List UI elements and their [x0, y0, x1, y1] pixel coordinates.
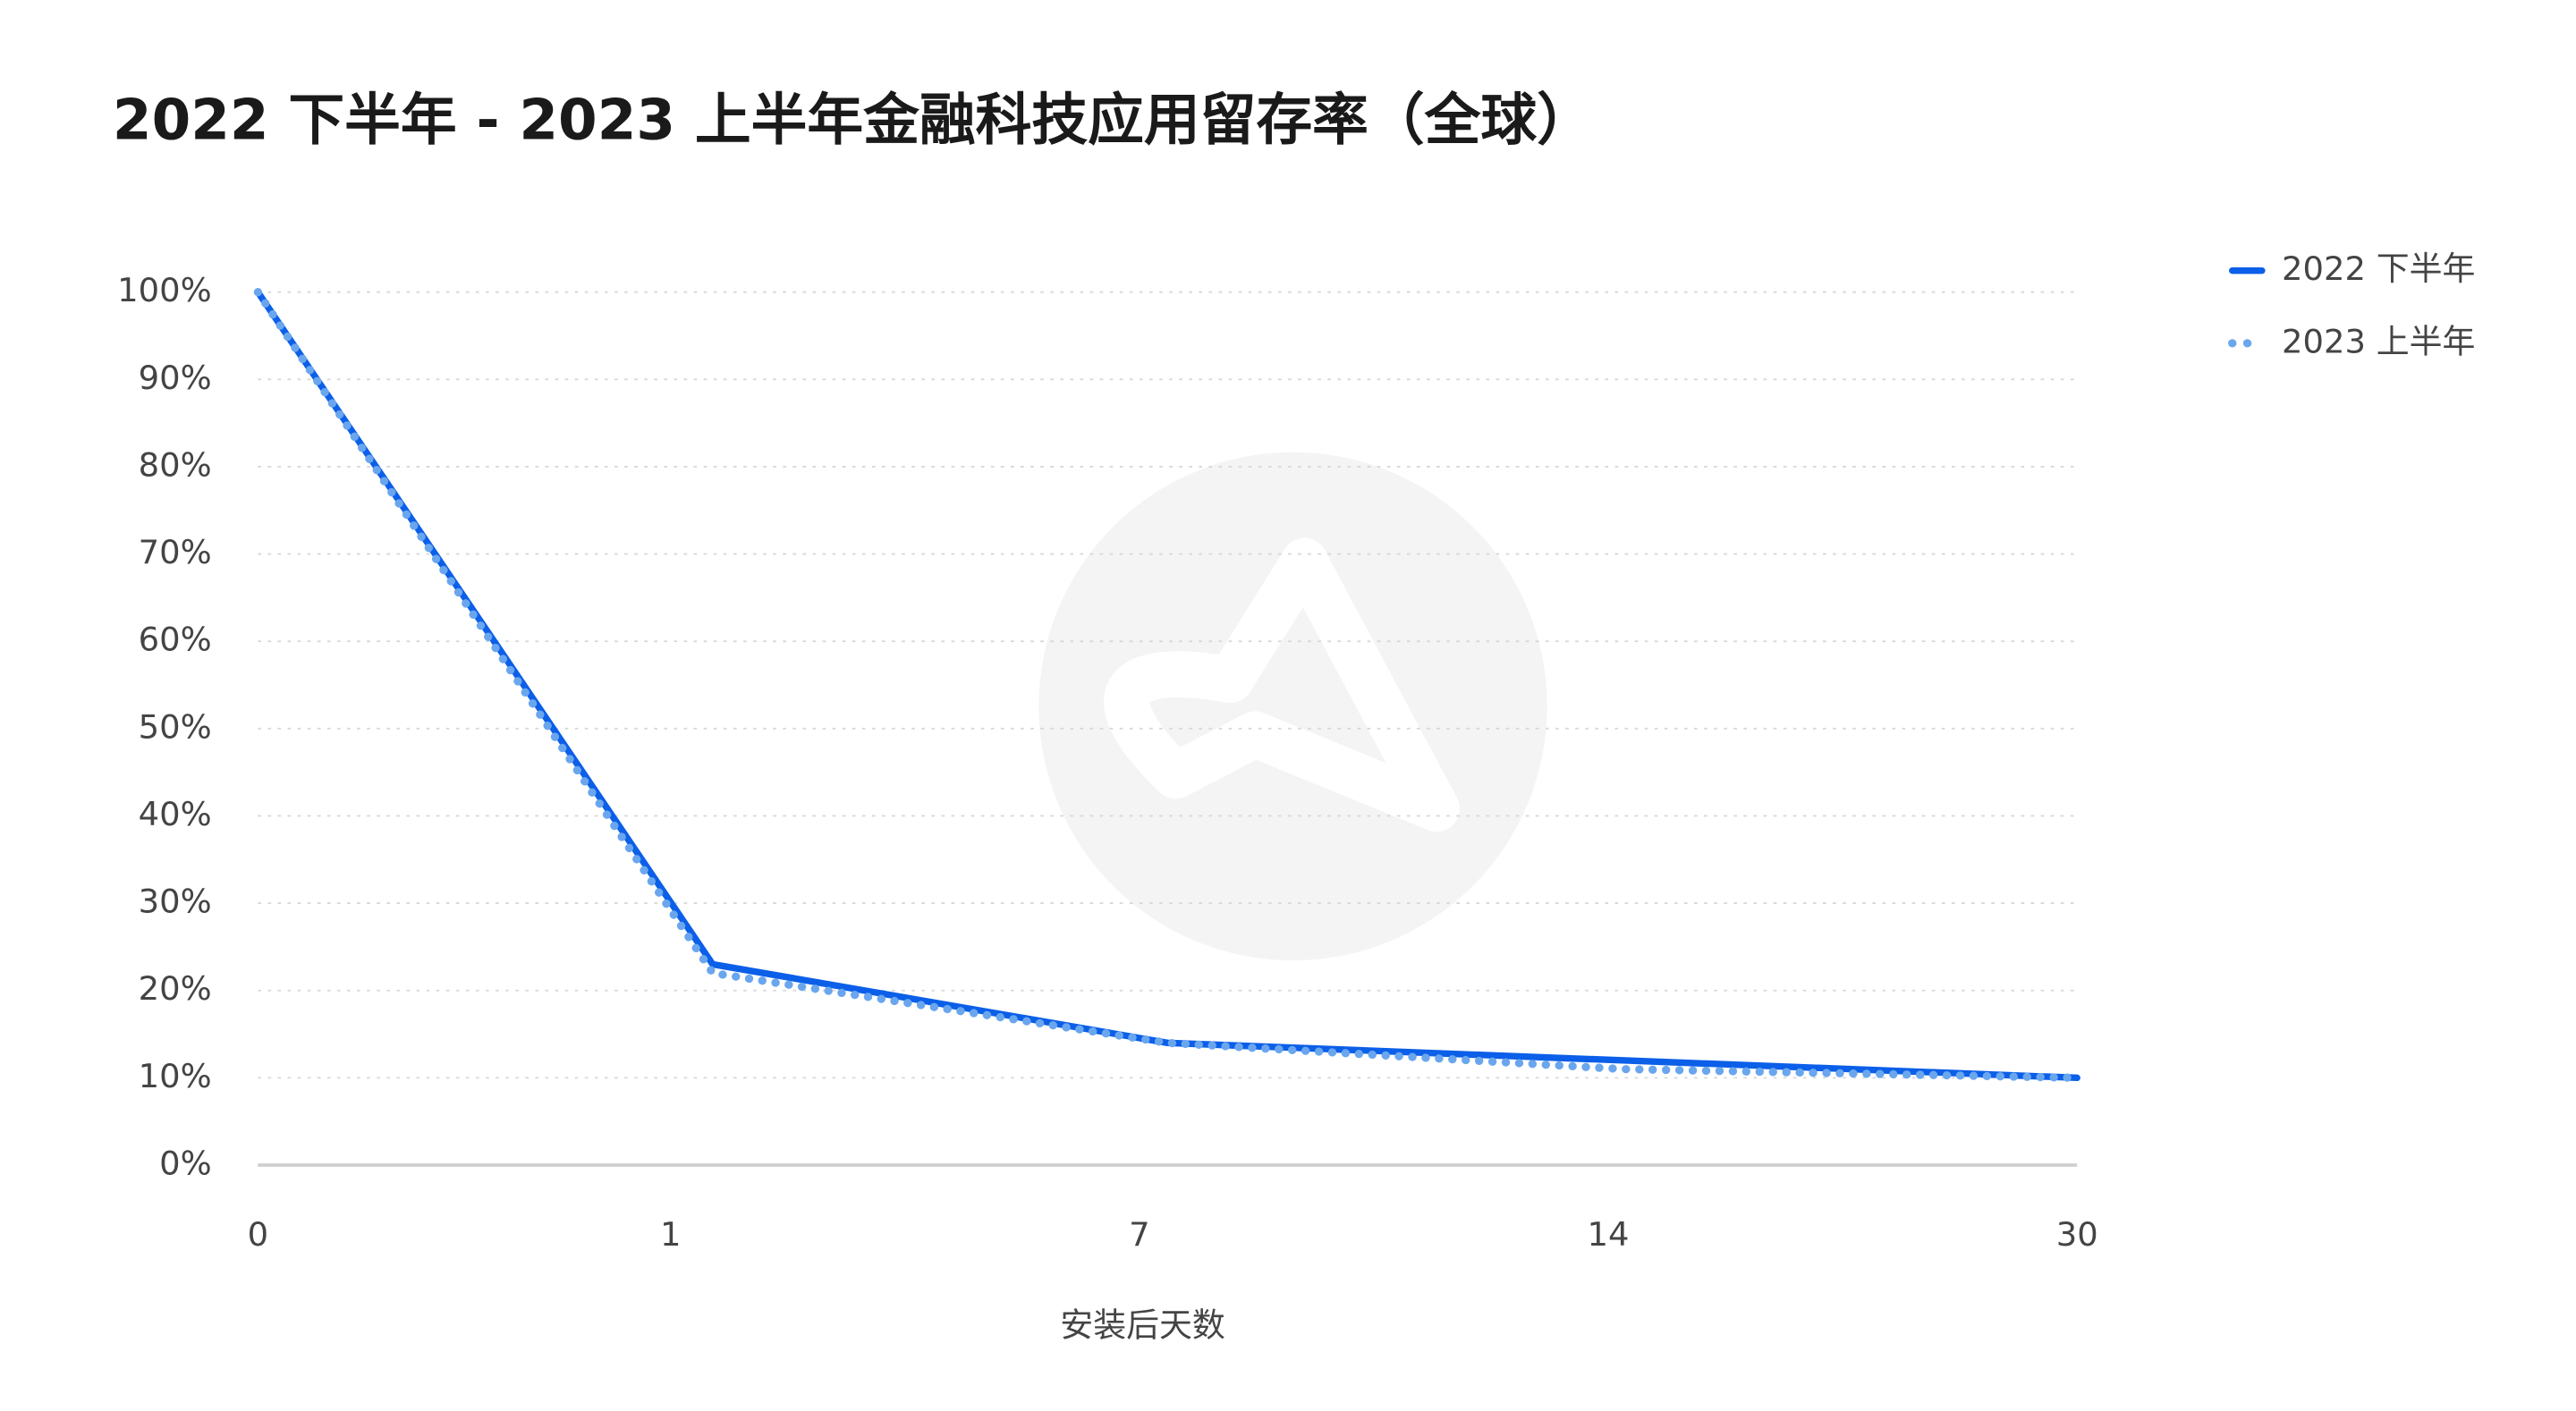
y-tick-label: 10% — [139, 1057, 212, 1095]
legend-label: 2022 下半年 — [2282, 249, 2475, 288]
y-tick-label: 30% — [139, 883, 212, 921]
x-tick-label: 14 — [1588, 1215, 1630, 1254]
x-axis-label: 安装后天数 — [1060, 1305, 1225, 1344]
y-tick-label: 50% — [139, 707, 212, 746]
y-tick-label: 70% — [139, 533, 212, 571]
y-tick-label: 0% — [159, 1145, 212, 1183]
y-tick-label: 90% — [139, 359, 212, 397]
line-series — [253, 288, 2081, 1082]
y-tick-label: 60% — [139, 621, 212, 659]
y-tick-label: 40% — [139, 795, 212, 833]
x-tick-label: 1 — [660, 1215, 681, 1254]
chart-title: 2022 下半年 - 2023 上半年金融科技应用留存率（全球） — [113, 87, 1593, 152]
y-tick-label: 100% — [117, 271, 212, 309]
x-tick-label: 0 — [248, 1215, 268, 1254]
y-tick-label: 20% — [139, 969, 212, 1008]
legend-label: 2023 上半年 — [2282, 322, 2475, 360]
x-tick-label: 7 — [1129, 1215, 1149, 1254]
watermark — [1038, 452, 1547, 961]
y-tick-label: 80% — [139, 445, 212, 484]
line-series — [254, 288, 2080, 1082]
x-tick-label: 30 — [2056, 1215, 2098, 1254]
